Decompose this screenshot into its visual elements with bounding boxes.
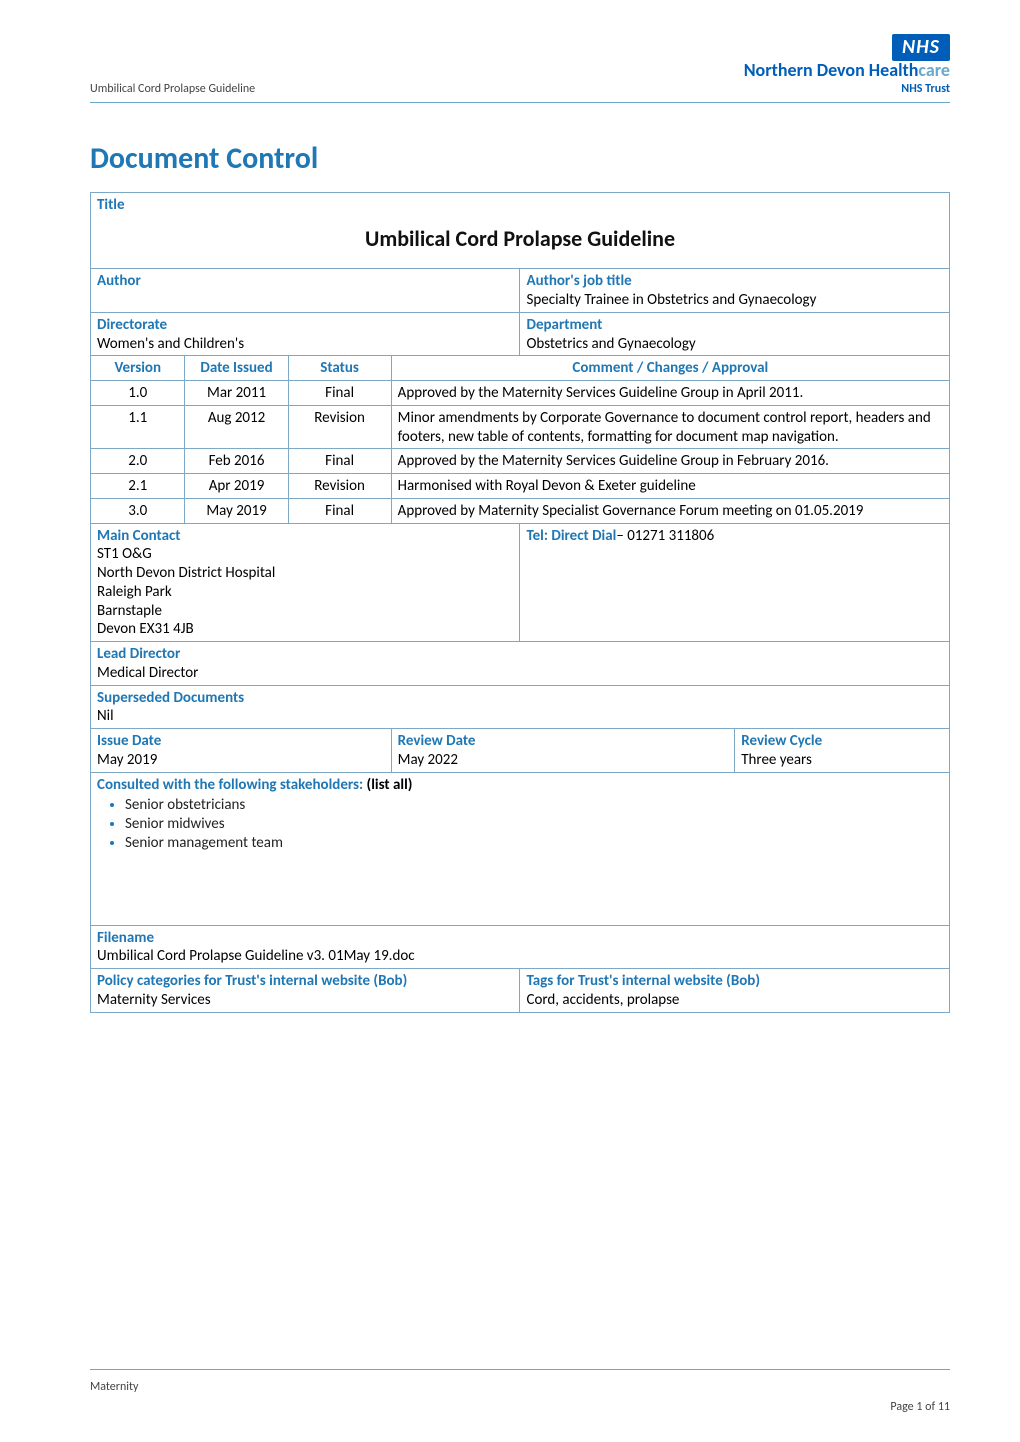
footer-right: Page 1 of 11: [890, 1400, 950, 1414]
table-row: 1.1 Aug 2012 Revision Minor amendments b…: [91, 405, 950, 449]
lead-director-value: Medical Director: [97, 664, 198, 682]
list-item-text: Senior midwives: [125, 815, 225, 833]
tags-value: Cord, accidents, prolapse: [526, 991, 679, 1009]
title-label: Title: [97, 196, 943, 215]
consulted-label: Consulted with the following stakeholder…: [97, 776, 363, 794]
filename-value: Umbilical Cord Prolapse Guideline v3. 01…: [97, 947, 415, 965]
section-heading: Document Control: [90, 140, 318, 177]
issue-date-label: Issue Date: [97, 732, 161, 750]
issue-date-value: May 2019: [97, 751, 157, 769]
hist-date: Aug 2012: [185, 405, 288, 449]
hist-version: 3.0: [91, 498, 185, 523]
consulted-list: Senior obstetricians Senior midwives Sen…: [125, 796, 943, 852]
footer-rule: [90, 1369, 950, 1370]
hist-status: Final: [288, 381, 391, 406]
hist-version: 1.1: [91, 405, 185, 449]
hist-status: Final: [288, 449, 391, 474]
page-header: Umbilical Cord Prolapse Guideline NHS No…: [90, 36, 950, 96]
table-row: 1.0 Mar 2011 Final Approved by the Mater…: [91, 381, 950, 406]
org-sub: NHS Trust: [901, 82, 950, 96]
hist-h-comment: Comment / Changes / Approval: [572, 359, 768, 377]
org-name: Northern Devon Healthcare: [744, 59, 950, 81]
department-label: Department: [526, 316, 602, 334]
department-value: Obstetrics and Gynaecology: [526, 335, 695, 353]
hist-h-status: Status: [320, 359, 359, 377]
main-contact-label: Main Contact: [97, 527, 181, 545]
hist-status: Final: [288, 498, 391, 523]
hist-comment: Approved by the Maternity Services Guide…: [391, 381, 949, 406]
review-date-value: May 2022: [398, 751, 458, 769]
hist-version: 2.1: [91, 474, 185, 499]
list-item: Senior management team: [125, 834, 943, 853]
list-item-text: Senior obstetricians: [125, 796, 245, 814]
tel-value: – 01271 311806: [616, 527, 714, 545]
contact-line: Barnstaple: [97, 602, 162, 620]
hist-h-version: Version: [114, 359, 161, 377]
hist-version: 1.0: [91, 381, 185, 406]
hist-h-date: Date Issued: [200, 359, 272, 377]
tel-label: Tel: Direct Dial: [526, 527, 616, 545]
hist-comment: Approved by Maternity Specialist Governa…: [391, 498, 949, 523]
policy-label: Policy categories for Trust's internal w…: [97, 972, 407, 990]
directorate-label: Directorate: [97, 316, 167, 334]
policy-value: Maternity Services: [97, 991, 211, 1009]
contact-line: ST1 O&G: [97, 545, 152, 563]
hist-status: Revision: [288, 474, 391, 499]
header-rule: [90, 102, 950, 103]
superseded-value: Nil: [97, 707, 114, 725]
header-org: NHS Northern Devon Healthcare NHS Trust: [744, 34, 950, 96]
hist-comment: Harmonised with Royal Devon & Exeter gui…: [391, 474, 949, 499]
table-row: 2.1 Apr 2019 Revision Harmonised with Ro…: [91, 474, 950, 499]
list-item-text: Senior management team: [125, 834, 283, 852]
header-doc-title: Umbilical Cord Prolapse Guideline: [90, 82, 255, 96]
tags-label: Tags for Trust's internal website (Bob): [526, 972, 760, 990]
review-cycle-value: Three years: [741, 751, 812, 769]
table-row: 2.0 Feb 2016 Final Approved by the Mater…: [91, 449, 950, 474]
author-label: Author: [97, 272, 141, 290]
table-row: 3.0 May 2019 Final Approved by Maternity…: [91, 498, 950, 523]
directorate-value: Women's and Children's: [97, 335, 244, 353]
hist-date: Feb 2016: [185, 449, 288, 474]
footer-left: Maternity: [90, 1380, 138, 1394]
hist-date: Mar 2011: [185, 381, 288, 406]
review-cycle-label: Review Cycle: [741, 732, 822, 750]
filename-label: Filename: [97, 929, 154, 947]
superseded-label: Superseded Documents: [97, 689, 244, 707]
hist-status: Revision: [288, 405, 391, 449]
hist-comment: Approved by the Maternity Services Guide…: [391, 449, 949, 474]
review-date-label: Review Date: [398, 732, 476, 750]
lead-director-label: Lead Director: [97, 645, 180, 663]
list-item: Senior obstetricians: [125, 796, 943, 815]
hist-version: 2.0: [91, 449, 185, 474]
contact-line: Devon EX31 4JB: [97, 620, 194, 638]
nhs-logo: NHS: [892, 34, 950, 61]
list-item: Senior midwives: [125, 815, 943, 834]
doc-title: Umbilical Cord Prolapse Guideline: [97, 215, 943, 267]
hist-date: Apr 2019: [185, 474, 288, 499]
consulted-suffix: (list all): [363, 776, 412, 794]
doc-control-table: Title Umbilical Cord Prolapse Guideline …: [90, 192, 950, 1013]
hist-date: May 2019: [185, 498, 288, 523]
author-job-value: Specialty Trainee in Obstetrics and Gyna…: [526, 291, 816, 309]
hist-comment: Minor amendments by Corporate Governance…: [391, 405, 949, 449]
author-job-label: Author's job title: [526, 272, 631, 290]
contact-line: North Devon District Hospital: [97, 564, 275, 582]
contact-line: Raleigh Park: [97, 583, 172, 601]
